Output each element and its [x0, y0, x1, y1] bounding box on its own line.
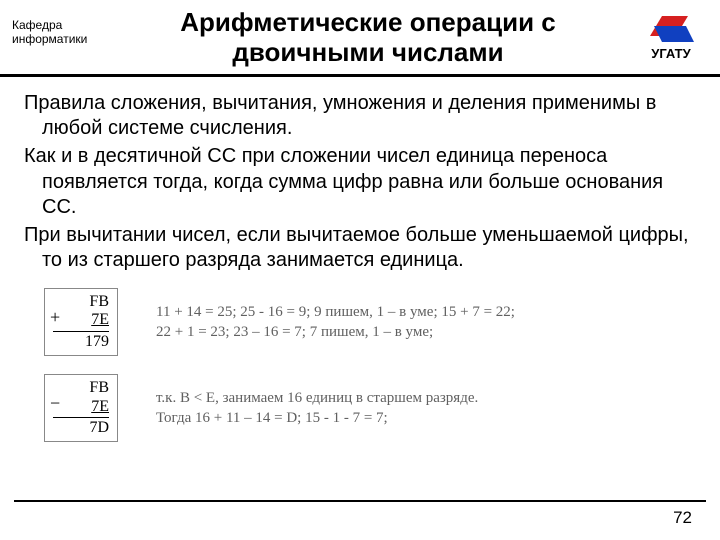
example-addition: + FB 7E 179 11 + 14 = 25; 25 - 16 = 9; 9…	[44, 288, 696, 356]
add-operand-b: 7E	[53, 311, 109, 329]
add-explain-line1: 11 + 14 = 25; 25 - 16 = 9; 9 пишем, 1 – …	[156, 302, 515, 322]
dept-line1: Кафедра	[12, 18, 102, 32]
examples-block: + FB 7E 179 11 + 14 = 25; 25 - 16 = 9; 9…	[0, 284, 720, 442]
addition-calc: + FB 7E 179	[44, 288, 118, 356]
add-result: 179	[53, 331, 109, 351]
sub-explain-line1: т.к. B < E, занимаем 16 единиц в старшем…	[156, 388, 478, 408]
add-operand-a: FB	[53, 293, 109, 311]
dept-line2: информатики	[12, 32, 102, 46]
body-text: Правила сложения, вычитания, умножения и…	[0, 77, 720, 284]
add-explain-line2: 22 + 1 = 23; 23 – 16 = 7; 7 пишем, 1 – в…	[156, 322, 515, 342]
sub-explain-line2: Тогда 16 + 11 – 14 = D; 15 - 1 - 7 = 7;	[156, 408, 478, 428]
addition-explain: 11 + 14 = 25; 25 - 16 = 9; 9 пишем, 1 – …	[156, 302, 515, 343]
department-label: Кафедра информатики	[12, 8, 102, 47]
footer-rule	[14, 500, 706, 502]
minus-icon: −	[50, 393, 60, 414]
sub-operand-a: FB	[53, 379, 109, 397]
example-subtraction: − FB 7E 7D т.к. B < E, занимаем 16 едини…	[44, 374, 696, 442]
logo-label: УГАТУ	[634, 46, 708, 61]
page-title: Арифметические операции с двоичными числ…	[102, 8, 634, 74]
subtraction-explain: т.к. B < E, занимаем 16 единиц в старшем…	[156, 388, 478, 429]
plus-icon: +	[50, 307, 60, 328]
paragraph-2: Как и в десятичной СС при сложении чисел…	[24, 144, 696, 221]
page-number: 72	[673, 508, 692, 528]
paragraph-3: При вычитании чисел, если вычитаемое бол…	[24, 223, 696, 274]
sub-operand-b: 7E	[53, 398, 109, 416]
sub-result: 7D	[53, 417, 109, 437]
subtraction-calc: − FB 7E 7D	[44, 374, 118, 442]
ugatu-logo-icon	[644, 12, 698, 44]
paragraph-1: Правила сложения, вычитания, умножения и…	[24, 91, 696, 142]
logo: УГАТУ	[634, 8, 708, 61]
